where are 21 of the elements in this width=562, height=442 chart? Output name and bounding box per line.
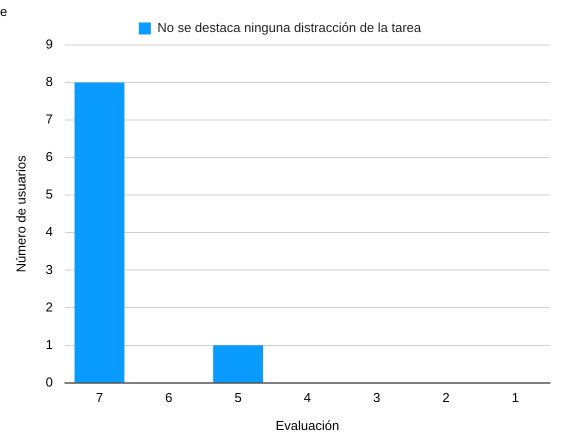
y-tick-label: 4: [46, 224, 53, 240]
y-axis-title: Número de usuarios: [13, 154, 28, 272]
y-tick-label: 6: [46, 149, 53, 164]
x-tick-label: 3: [373, 390, 380, 406]
y-tick-label: 2: [46, 299, 53, 314]
x-axis-title: Evaluación: [276, 418, 340, 433]
y-tick-label: 0: [46, 374, 53, 390]
x-tick-label: 1: [512, 390, 519, 406]
x-tick-label: 7: [96, 390, 104, 406]
text: e: [0, 4, 8, 19]
y-tick-label: 8: [46, 74, 53, 90]
y-tick-label: 3: [46, 262, 53, 277]
legend-label: No se destaca ninguna distracción de la tarea: [157, 20, 422, 36]
x-tick-label: 2: [442, 390, 450, 406]
y-tick-label: 5: [46, 186, 53, 202]
y-tick-label: 7: [46, 112, 53, 127]
y-tick-label: 1: [46, 336, 53, 352]
x-tick-label: 6: [165, 390, 172, 406]
x-tick-label: 5: [234, 390, 242, 406]
y-tick-label: 9: [46, 36, 53, 52]
x-tick-label: 4: [304, 390, 312, 406]
